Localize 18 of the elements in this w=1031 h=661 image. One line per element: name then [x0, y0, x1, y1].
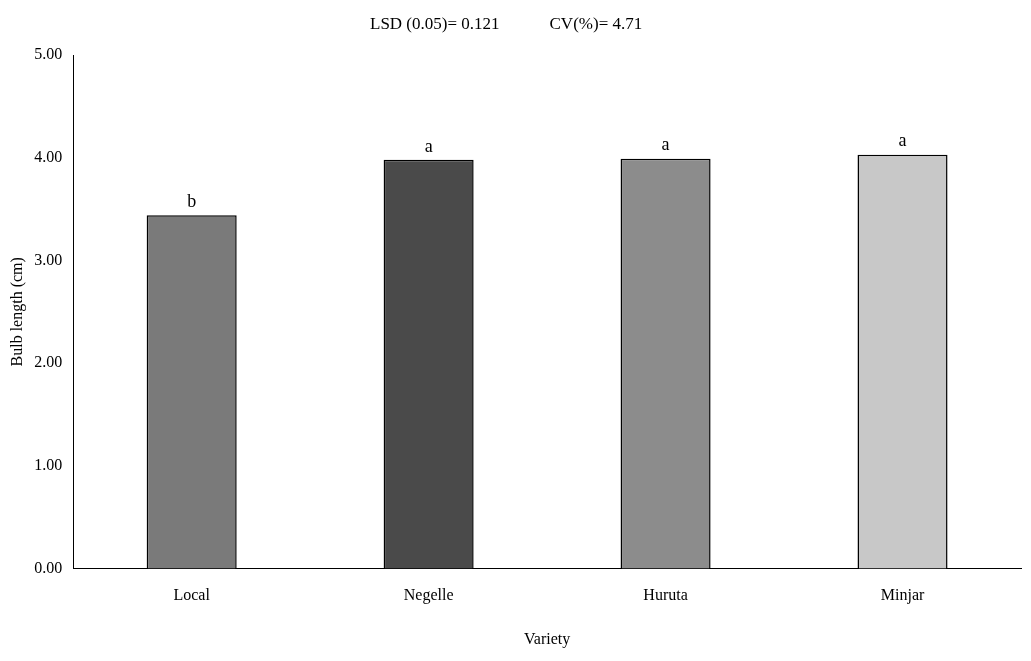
y-tick-label: 0.00: [34, 558, 63, 576]
y-tick-label: 2.00: [34, 353, 63, 371]
y-tick-label: 3.00: [34, 250, 63, 268]
x-axis-title: Variety: [524, 629, 571, 648]
y-tick-label: 4.00: [34, 147, 63, 165]
x-tick-label: Minjar: [880, 586, 925, 605]
y-tick-label: 1.00: [34, 456, 63, 474]
data-label: a: [661, 134, 670, 155]
y-axis-title: Bulb length (cm): [7, 257, 26, 367]
x-tick-label: Local: [173, 586, 211, 604]
x-tick-label: Huruta: [643, 586, 688, 604]
text: LSD (0.05)= 0.121: [370, 14, 500, 33]
text: CV(%)= 4.71: [549, 14, 643, 33]
y-tick-label: 5.00: [34, 45, 63, 63]
data-label: a: [898, 130, 907, 151]
data-label: b: [187, 190, 197, 211]
data-label: a: [424, 135, 433, 156]
x-tick-label: Negelle: [403, 586, 454, 605]
